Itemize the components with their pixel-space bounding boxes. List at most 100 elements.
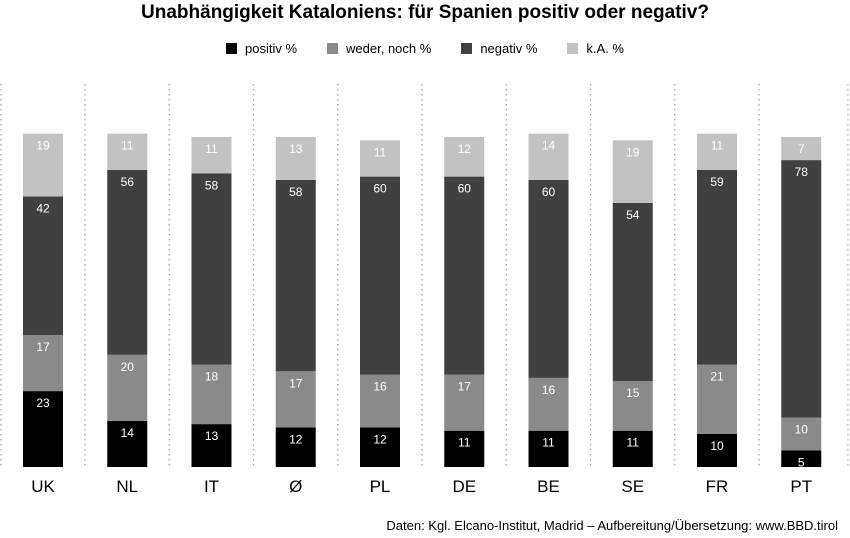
legend-label-weder-noch: weder, noch % xyxy=(346,40,432,56)
x-tick-label: Ø xyxy=(289,477,302,496)
legend-swatch-negativ xyxy=(461,42,473,54)
data-label: 14 xyxy=(121,426,135,440)
data-label: 12 xyxy=(458,142,472,156)
data-label: 59 xyxy=(710,175,724,189)
data-label: 60 xyxy=(373,182,387,196)
bar-segment-pt-k-a xyxy=(781,137,822,161)
x-tick-label: BE xyxy=(537,477,560,496)
data-label: 11 xyxy=(711,139,724,153)
bar-segment-de-positiv xyxy=(444,430,485,467)
data-label: 17 xyxy=(458,380,472,394)
data-label: 12 xyxy=(289,432,303,446)
bar-segment-it-weder-noch xyxy=(191,364,232,425)
legend-swatch-weder-noch xyxy=(327,42,339,54)
data-label: 13 xyxy=(289,142,303,156)
data-label: 19 xyxy=(36,139,50,153)
bar-segment-it-positiv xyxy=(191,424,232,467)
legend-label-positiv: positiv % xyxy=(245,40,298,56)
data-label: 12 xyxy=(373,432,387,446)
data-label: 11 xyxy=(542,436,555,450)
bar-segment-be-weder-noch xyxy=(528,377,569,431)
bar-segment-uk-positiv xyxy=(23,391,63,467)
x-tick-label: FR xyxy=(706,477,729,496)
data-label: 17 xyxy=(36,340,50,354)
bar-segment-avg-weder-noch xyxy=(275,371,316,428)
bar-segment-se-k-a xyxy=(612,140,653,203)
data-label: 56 xyxy=(121,175,135,189)
bar-segment-de-negativ xyxy=(444,176,485,375)
bar-segment-fr-positiv xyxy=(697,434,737,467)
bar-segment-avg-positiv xyxy=(275,427,316,467)
data-label: 19 xyxy=(626,145,640,159)
bar-segment-pl-negativ xyxy=(360,176,400,375)
data-label: 11 xyxy=(627,436,640,450)
x-tick-label: NL xyxy=(116,477,138,496)
x-tick-label: DE xyxy=(452,477,476,496)
bar-segment-se-negativ xyxy=(612,203,653,382)
data-label: 7 xyxy=(798,142,805,156)
data-label: 11 xyxy=(458,436,471,450)
bar-segment-be-k-a xyxy=(528,133,569,180)
data-label: 42 xyxy=(36,201,50,215)
legend-item-negativ: negativ % xyxy=(461,41,537,56)
x-tick-label: PL xyxy=(370,477,391,496)
bar-segment-pl-weder-noch xyxy=(360,374,400,428)
legend-item-positiv: positiv % xyxy=(226,41,297,56)
data-label: 60 xyxy=(458,182,472,196)
x-tick-label: IT xyxy=(204,477,219,496)
bar-segment-pl-k-a xyxy=(360,140,400,177)
data-label: 10 xyxy=(710,439,724,453)
bar-segment-de-weder-noch xyxy=(444,374,485,431)
bar-segment-nl-weder-noch xyxy=(107,354,148,421)
bar-segment-nl-positiv xyxy=(107,420,148,467)
bar-segment-uk-weder-noch xyxy=(23,335,63,392)
chart-title: Unabhängigkeit Kataloniens: für Spanien … xyxy=(141,2,709,23)
data-label: 16 xyxy=(373,380,387,394)
data-label: 58 xyxy=(205,178,219,192)
bar-segment-fr-weder-noch xyxy=(697,364,737,434)
data-label: 78 xyxy=(795,165,809,179)
data-label: 60 xyxy=(542,185,556,199)
data-label: 17 xyxy=(289,376,303,390)
bar-segment-pl-positiv xyxy=(360,427,400,467)
data-label: 54 xyxy=(626,208,640,222)
data-label: 21 xyxy=(710,370,724,384)
bar-segment-pt-weder-noch xyxy=(781,417,822,451)
legend-swatch-positiv xyxy=(226,42,237,54)
chart-legend: positiv % weder, noch % negativ % k.A. % xyxy=(0,38,850,58)
data-label: 20 xyxy=(121,360,135,374)
bar-segment-fr-negativ xyxy=(697,170,737,365)
bar-segment-pt-negativ xyxy=(781,160,822,418)
x-tick-label: SE xyxy=(621,477,644,496)
bar-segment-avg-k-a xyxy=(275,137,316,180)
bar-segment-it-negativ xyxy=(191,173,232,365)
bar-segment-uk-negativ xyxy=(23,196,63,335)
legend-item-ka: k.A. % xyxy=(567,41,624,56)
legend-label-negativ: negativ % xyxy=(480,40,538,56)
bar-segment-nl-negativ xyxy=(107,170,148,355)
data-label: 10 xyxy=(795,423,809,437)
data-label: 15 xyxy=(626,386,640,400)
bar-segment-fr-k-a xyxy=(697,133,737,170)
x-tick-label: PT xyxy=(790,477,812,496)
source-note: Daten: Kgl. Elcano-Institut, Madrid – Au… xyxy=(386,518,838,533)
data-label: 23 xyxy=(36,396,50,410)
data-label: 58 xyxy=(289,185,303,199)
bar-segment-nl-k-a xyxy=(107,133,148,170)
x-tick-label: UK xyxy=(31,477,55,496)
bar-segment-se-positiv xyxy=(612,430,653,467)
data-label: 18 xyxy=(205,370,219,384)
bar-segment-se-weder-noch xyxy=(612,381,653,431)
legend-label-ka: k.A. % xyxy=(586,40,624,56)
bar-segment-de-k-a xyxy=(444,137,485,177)
bar-segment-pt-positiv xyxy=(781,450,822,467)
data-label: 13 xyxy=(205,429,219,443)
bar-segment-be-negativ xyxy=(528,179,569,378)
data-label: 5 xyxy=(798,456,805,470)
legend-swatch-ka xyxy=(567,42,579,54)
bar-segment-uk-k-a xyxy=(23,133,63,197)
bar-segment-be-positiv xyxy=(528,430,569,467)
legend-item-weder-noch: weder, noch % xyxy=(327,41,431,56)
